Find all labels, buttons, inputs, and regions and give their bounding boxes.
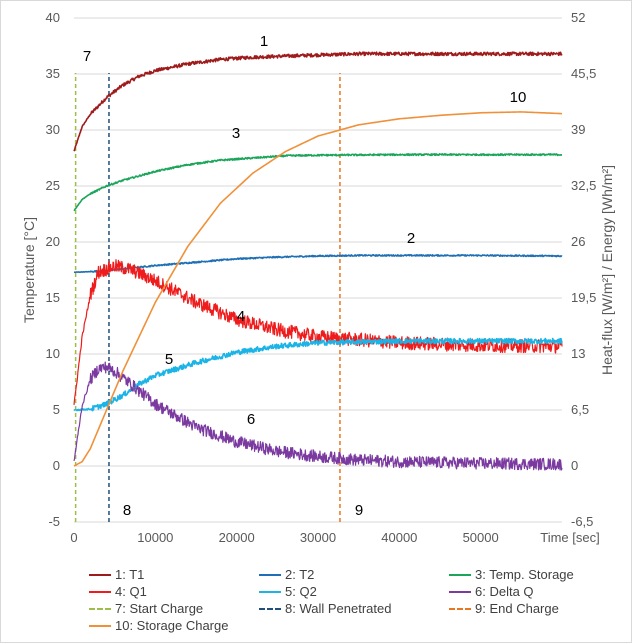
y-right-tick-label: 6,5	[571, 402, 589, 417]
legend-swatch	[449, 573, 471, 576]
y-right-tick-label: -6,5	[571, 514, 593, 529]
legend-item: 8: Wall Penetrated	[259, 601, 391, 616]
y-left-tick-label: 40	[46, 10, 60, 25]
legend-label: 9: End Charge	[475, 601, 559, 616]
y-left-axis-label: Temperature [°C]	[21, 217, 37, 323]
legend-item: 4: Q1	[89, 584, 147, 599]
marker-number-label: 7	[83, 48, 91, 65]
legend-label: 6: Delta Q	[475, 584, 534, 599]
y-left-tick-label: 5	[53, 402, 60, 417]
y-right-tick-label: 52	[571, 10, 585, 25]
y-left-tick-label: 35	[46, 66, 60, 81]
y-right-tick-label: 13	[571, 346, 585, 361]
x-tick-label: 10000	[137, 530, 173, 545]
legend-label: 2: T2	[285, 567, 315, 582]
series-number-label: 3	[232, 125, 240, 142]
legend-label: 1: T1	[115, 567, 145, 582]
y-right-tick-label: 0	[571, 458, 578, 473]
legend-swatch	[449, 607, 471, 610]
x-tick-label: 30000	[300, 530, 336, 545]
legend-label: 7: Start Charge	[115, 601, 204, 616]
y-right-tick-label: 32,5	[571, 178, 596, 193]
legend-swatch	[259, 590, 281, 593]
marker-number-label: 9	[355, 502, 363, 519]
series-line	[73, 259, 563, 406]
x-tick-label: 40000	[381, 530, 417, 545]
legend-item: 9: End Charge	[449, 601, 559, 616]
x-tick-label: 20000	[219, 530, 255, 545]
series-number-label: 10	[510, 89, 527, 106]
legend-item: 3: Temp. Storage	[449, 567, 574, 582]
x-axis-label: Time [sec]	[540, 530, 599, 545]
legend-swatch	[89, 573, 111, 576]
legend-swatch	[259, 607, 281, 610]
series-line	[73, 361, 563, 471]
legend-item: 7: Start Charge	[89, 601, 203, 616]
legend-label: 5: Q2	[285, 584, 317, 599]
y-left-tick-label: 15	[46, 290, 60, 305]
legend-item: 5: Q2	[259, 584, 317, 599]
legend-swatch	[89, 590, 111, 593]
legend-swatch	[89, 607, 111, 610]
marker-number-label: 8	[123, 502, 131, 519]
y-left-tick-label: 0	[53, 458, 60, 473]
legend-label: 4: Q1	[115, 584, 147, 599]
y-right-tick-label: 26	[571, 234, 585, 249]
series-number-label: 1	[260, 33, 268, 50]
legend-swatch	[89, 624, 111, 627]
y-left-tick-label: 10	[46, 346, 60, 361]
series-number-label: 2	[407, 230, 415, 247]
y-right-tick-label: 45,5	[571, 66, 596, 81]
y-left-tick-label: 25	[46, 178, 60, 193]
y-left-tick-label: 30	[46, 122, 60, 137]
series-line	[73, 51, 563, 152]
series-line	[73, 153, 563, 212]
legend-swatch	[259, 573, 281, 576]
legend-item: 1: T1	[89, 567, 144, 582]
y-right-axis-label: Heat-flux [W/m²] / Energy [Wh/m²]	[599, 165, 615, 375]
series-number-label: 6	[247, 411, 255, 428]
series-number-label: 5	[165, 351, 173, 368]
y-left-tick-label: 20	[46, 234, 60, 249]
legend-label: 3: Temp. Storage	[475, 567, 574, 582]
series-line	[73, 337, 563, 412]
legend-item: 6: Delta Q	[449, 584, 534, 599]
series-line	[73, 253, 563, 274]
legend-item: 10: Storage Charge	[89, 618, 228, 633]
series-number-label: 4	[237, 308, 245, 325]
x-tick-label: 0	[70, 530, 77, 545]
x-tick-label: 50000	[463, 530, 499, 545]
y-right-tick-label: 19,5	[571, 290, 596, 305]
legend-swatch	[449, 590, 471, 593]
y-left-tick-label: -5	[48, 514, 60, 529]
y-right-tick-label: 39	[571, 122, 585, 137]
legend-label: 10: Storage Charge	[115, 618, 229, 633]
legend-label: 8: Wall Penetrated	[285, 601, 392, 616]
series-line	[73, 111, 563, 467]
legend-item: 2: T2	[259, 567, 314, 582]
